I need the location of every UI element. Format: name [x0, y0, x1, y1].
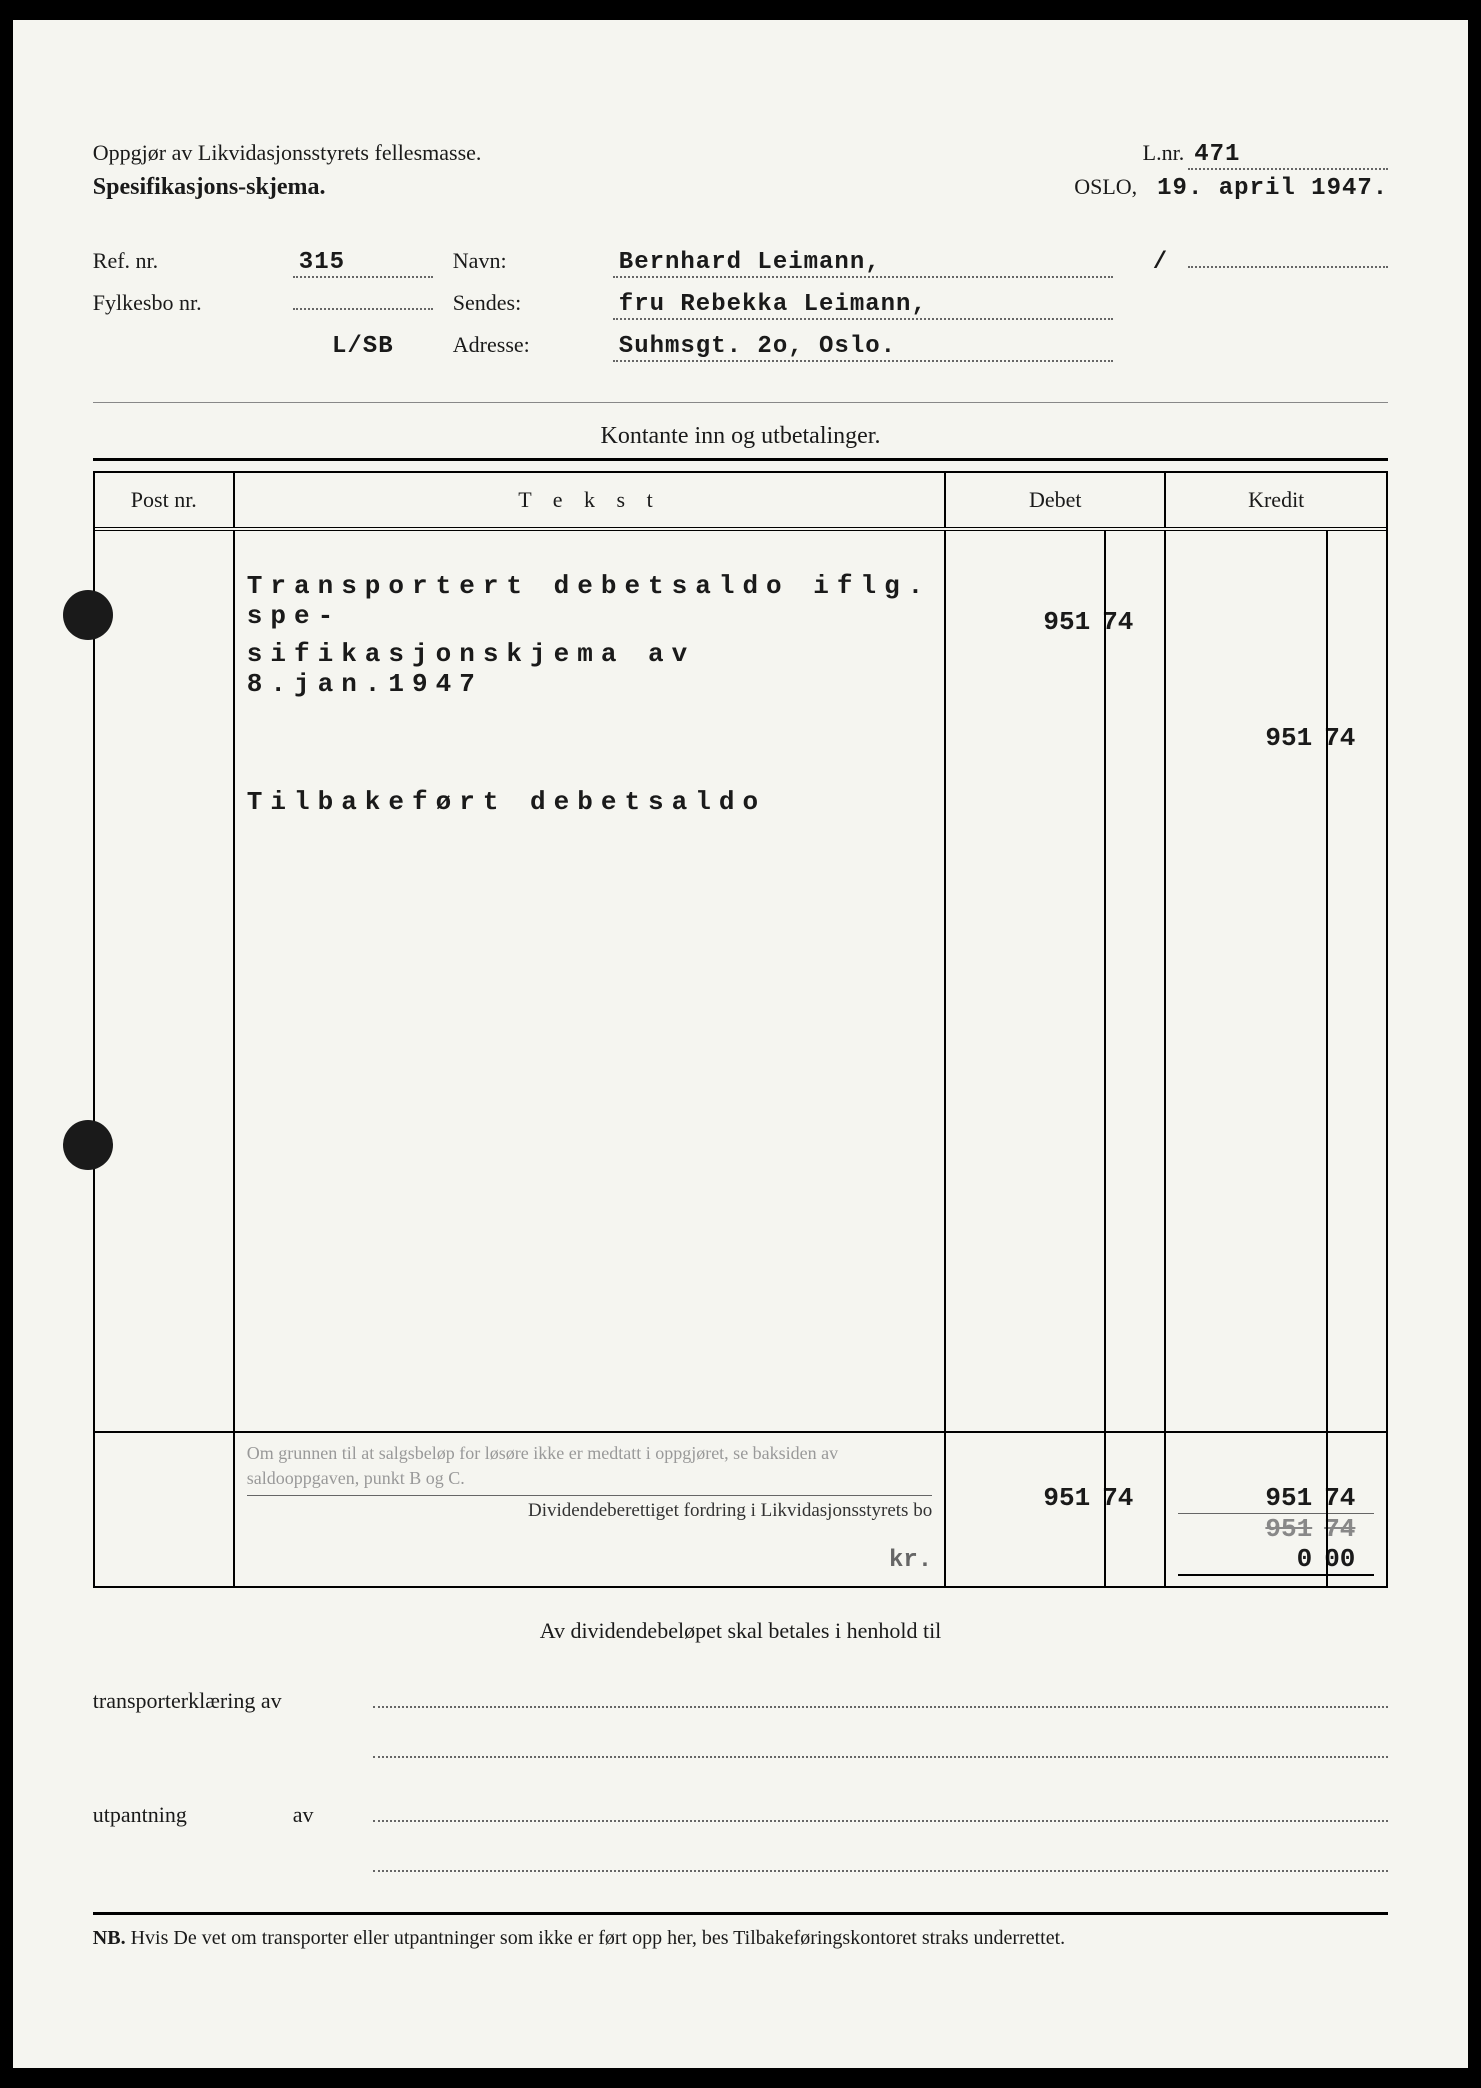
entry-line-1b: sifikasjonskjema av 8.jan.1947	[247, 639, 932, 699]
debet-whole: 951	[958, 607, 1102, 637]
sum-kredit-dec: 74	[1324, 1483, 1374, 1513]
dividend-label: Dividendeberettiget fordring i Likvidasj…	[247, 1495, 932, 1522]
transport-label: transporterklæring av	[93, 1688, 353, 1714]
sendes-value: fru Rebekka Leimann,	[613, 291, 1113, 320]
fylkesbo-label: Fylkesbo nr.	[93, 290, 273, 316]
lnr-block: L.nr. 471	[1143, 140, 1389, 170]
entry-line-2: Tilbakeført debetsaldo	[247, 787, 932, 817]
body-col-debet: 951 74	[946, 531, 1166, 1431]
code: L/SB	[293, 333, 433, 360]
col-header-tekst: T e k s t	[235, 473, 946, 527]
date-block: OSLO, 19. april 1947.	[1074, 174, 1388, 202]
sum-debet: 951 74	[958, 1483, 1152, 1513]
header-title-2: Spesifikasjons-skjema.	[93, 174, 326, 202]
av-label: av	[293, 1802, 353, 1828]
debet-dec: 74	[1102, 607, 1152, 637]
info-row-adresse: L/SB Adresse: Suhmsgt. 2o, Oslo.	[93, 332, 1388, 362]
kredit-dec: 74	[1324, 723, 1374, 753]
foot-post	[95, 1433, 235, 1586]
date: 19. april 1947.	[1157, 175, 1388, 202]
utpantning-line-1	[373, 1798, 1388, 1822]
kredit-whole: 951	[1178, 723, 1324, 753]
kredit-split-line	[1326, 531, 1328, 1431]
body-col-tekst: Transportert debetsaldo iflg. spe- sifik…	[235, 531, 946, 1431]
utpantning-row: utpantning av	[93, 1798, 1388, 1828]
utpantning-row-2	[93, 1848, 1388, 1872]
body-col-post	[95, 531, 235, 1431]
header-row-1: Oppgjør av Likvidasjonsstyrets fellesmas…	[93, 140, 1388, 170]
transport-line-2	[373, 1734, 1388, 1758]
transport-row-2	[93, 1734, 1388, 1758]
sum-kredit: 951 74	[1178, 1483, 1374, 1513]
transport-line-1	[373, 1684, 1388, 1708]
body-col-kredit: 951 74	[1166, 531, 1386, 1431]
debet-amount-1: 951 74	[958, 607, 1152, 637]
city: OSLO,	[1074, 174, 1137, 199]
section-title: Kontante inn og utbetalinger.	[93, 402, 1388, 461]
foot-kredit-split	[1326, 1433, 1328, 1586]
ledger-body: Transportert debetsaldo iflg. spe- sifik…	[95, 531, 1386, 1431]
bottom-title: Av dividendebeløpet skal betales i henho…	[93, 1618, 1388, 1644]
document-page: Oppgjør av Likvidasjonsstyrets fellesmas…	[13, 20, 1468, 2068]
nb-footer: NB. Hvis De vet om transporter eller utp…	[93, 1912, 1388, 1950]
nb-prefix: NB.	[93, 1927, 126, 1949]
ledger-table: Post nr. T e k s t Debet Kredit Transpor…	[93, 471, 1388, 1588]
strike-whole: 951	[1178, 1514, 1324, 1544]
strike-dec: 74	[1324, 1514, 1374, 1544]
entry-line-1a: Transportert debetsaldo iflg. spe-	[247, 571, 932, 631]
ref-value: 315	[293, 249, 433, 278]
navn-label: Navn:	[453, 248, 593, 274]
bottom-section: Av dividendebeløpet skal betales i henho…	[93, 1618, 1388, 1872]
zero-kredit: 0 00	[1178, 1544, 1374, 1576]
utpantning-label: utpantning	[93, 1802, 273, 1828]
lnr-value: 471	[1188, 141, 1388, 170]
ref-label: Ref. nr.	[93, 248, 273, 274]
sum-kredit-whole: 951	[1178, 1483, 1324, 1513]
nb-text: Hvis De vet om transporter eller utpantn…	[131, 1927, 1066, 1949]
col-header-debet: Debet	[946, 473, 1166, 527]
faded-note: Om grunnen til at salgsbeløp for løsøre …	[247, 1441, 932, 1491]
slash-mark: /	[1153, 249, 1168, 276]
ledger-footer: Om grunnen til at salgsbeløp for løsøre …	[95, 1431, 1386, 1586]
foot-debet: 951 74	[946, 1433, 1166, 1586]
ledger-header: Post nr. T e k s t Debet Kredit	[95, 473, 1386, 531]
header-title-1: Oppgjør av Likvidasjonsstyrets fellesmas…	[93, 140, 482, 170]
kr-label: kr.	[889, 1547, 932, 1574]
adresse-value: Suhmsgt. 2o, Oslo.	[613, 333, 1113, 362]
foot-kredit: 951 74 951 74 0 00	[1166, 1433, 1386, 1586]
lnr-label: L.nr.	[1143, 140, 1185, 165]
blank-field	[1188, 266, 1388, 268]
zero-whole: 0	[1178, 1544, 1324, 1574]
navn-value: Bernhard Leimann,	[613, 249, 1113, 278]
foot-debet-split	[1104, 1433, 1106, 1586]
col-header-post: Post nr.	[95, 473, 235, 527]
utpantning-line-2	[373, 1848, 1388, 1872]
debet-split-line	[1104, 531, 1106, 1431]
col-header-kredit: Kredit	[1166, 473, 1386, 527]
fylkesbo-value	[293, 308, 433, 310]
zero-dec: 00	[1324, 1544, 1374, 1574]
sum-debet-dec: 74	[1102, 1483, 1152, 1513]
header-row-2: Spesifikasjons-skjema. OSLO, 19. april 1…	[93, 174, 1388, 202]
info-row-fylkesbo: Fylkesbo nr. Sendes: fru Rebekka Leimann…	[93, 290, 1388, 320]
strike-kredit: 951 74	[1178, 1513, 1374, 1544]
info-row-ref: Ref. nr. 315 Navn: Bernhard Leimann, /	[93, 248, 1388, 278]
foot-text-block: Om grunnen til at salgsbeløp for løsøre …	[235, 1433, 946, 1586]
footer-row-sum: Om grunnen til at salgsbeløp for løsøre …	[95, 1433, 1386, 1586]
adresse-label: Adresse:	[453, 332, 593, 358]
kredit-amount-1: 951 74	[1178, 723, 1374, 753]
transport-row: transporterklæring av	[93, 1684, 1388, 1714]
sum-debet-whole: 951	[958, 1483, 1102, 1513]
sendes-label: Sendes:	[453, 290, 593, 316]
